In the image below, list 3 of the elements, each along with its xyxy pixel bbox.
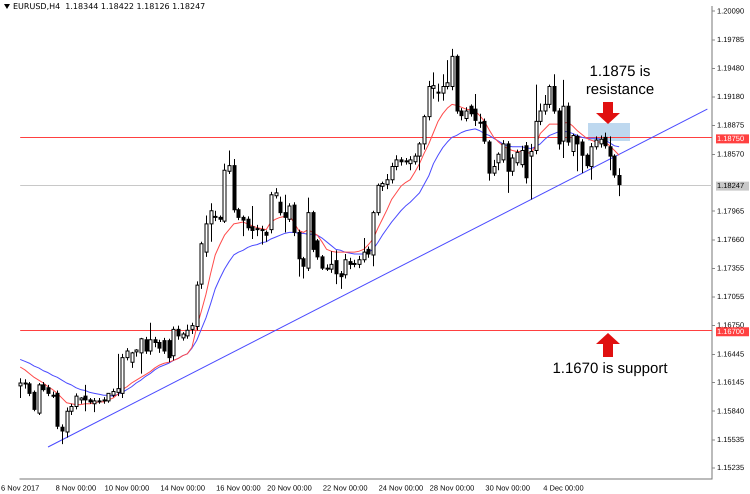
chart-title: EURUSD,H4 1.18344 1.18422 1.18126 1.18247	[13, 2, 206, 11]
annotation: 1.1875 is resistance	[584, 63, 656, 99]
annotation: 1.1670 is support	[551, 360, 669, 378]
